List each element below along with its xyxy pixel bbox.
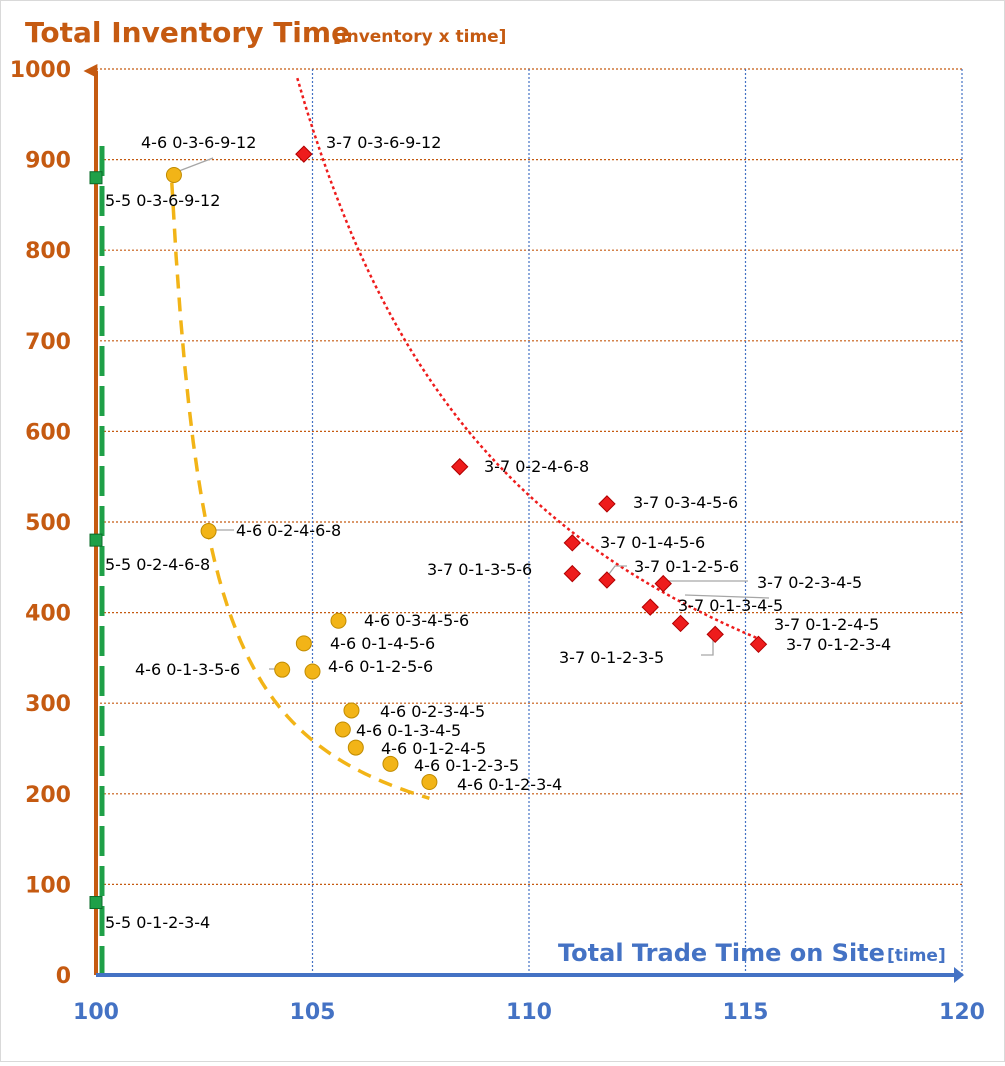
y-tick-label: 600: [25, 420, 71, 445]
y-tick-label: 0: [56, 964, 71, 989]
point-label: 5-5 0-2-4-6-8: [105, 555, 210, 574]
point-4-6: [274, 661, 291, 678]
point-4-6: [421, 774, 438, 791]
leader-line: [701, 639, 714, 656]
trend-curves: [99, 77, 759, 975]
point-3-7: [563, 534, 582, 552]
y-tick-label: 200: [25, 783, 71, 808]
point-label: 3-7 0-1-3-4-5: [678, 596, 783, 615]
point-label: 3-7 0-1-3-5-6: [427, 560, 532, 579]
point-3-7: [706, 625, 724, 644]
x-tick-label: 115: [723, 1000, 769, 1025]
point-3-7: [295, 145, 313, 163]
point-3-7: [749, 635, 768, 654]
point-4-6: [295, 635, 312, 652]
x-tick-label: 120: [939, 1000, 985, 1025]
point-5-5: [89, 896, 103, 910]
label-leader-lines: [178, 157, 770, 670]
y-tick-label: 900: [25, 149, 71, 174]
point-label: 3-7 0-2-4-6-8: [484, 457, 589, 476]
point-4-6: [347, 739, 364, 756]
point-label: 3-7 0-1-4-5-6: [600, 533, 705, 552]
trend-curve-3-7: [296, 77, 759, 640]
point-label: 3-7 0-1-2-3-4: [786, 635, 891, 654]
point-3-7: [641, 598, 659, 616]
axes: [83, 64, 964, 983]
point-4-6: [343, 702, 360, 719]
point-5-5: [89, 533, 103, 547]
y-tick-label: 100: [25, 873, 71, 898]
point-label: 3-7 0-1-2-3-5: [559, 648, 664, 667]
point-4-6: [330, 612, 347, 629]
point-3-7: [598, 571, 616, 589]
y-tick-label: 300: [25, 692, 71, 717]
point-label: 4-6 0-3-4-5-6: [364, 611, 469, 630]
point-label: 4-6 0-1-2-5-6: [328, 657, 433, 676]
chart-title: Total Inventory Time: [25, 16, 350, 49]
x-axis-arrow: [954, 967, 964, 983]
point-label: 3-7 0-1-2-4-5: [774, 615, 879, 634]
x-tick-label: 110: [506, 1000, 552, 1025]
y-tick-label: 700: [25, 330, 71, 355]
point-label: 5-5 0-1-2-3-4: [105, 913, 210, 932]
y-tick-label: 800: [25, 239, 71, 264]
point-4-6: [334, 721, 351, 738]
y-tick-label: 400: [25, 602, 71, 627]
point-4-6: [304, 663, 321, 680]
point-label: 5-5 0-3-6-9-12: [105, 191, 220, 210]
point-3-7: [598, 495, 616, 513]
y-tick-label: 1000: [10, 58, 71, 83]
point-4-6: [200, 523, 217, 540]
leader-line: [684, 594, 770, 599]
point-4-6: [165, 167, 182, 184]
point-label: 4-6 0-1-2-3-4: [457, 775, 562, 794]
x-axis-unit: [time]: [887, 946, 946, 966]
point-3-7: [654, 574, 672, 593]
trend-curve-4-6: [170, 182, 430, 800]
point-label: 4-6 0-1-2-3-5: [414, 756, 519, 775]
point-label: 3-7 0-3-6-9-12: [326, 133, 441, 152]
leader-line: [608, 565, 627, 575]
point-label: 4-6 0-1-2-4-5: [381, 739, 486, 758]
x-tick-label: 100: [73, 1000, 119, 1025]
point-label: 4-6 0-2-3-4-5: [380, 702, 485, 721]
data-points: [89, 145, 768, 910]
point-label: 4-6 0-1-3-5-6: [135, 660, 240, 679]
grid: [96, 68, 963, 975]
point-label: 4-6 0-2-4-6-8: [236, 521, 341, 540]
point-label: 4-6 0-3-6-9-12: [141, 133, 256, 152]
point-label: 4-6 0-1-4-5-6: [330, 634, 435, 653]
x-axis-title: Total Trade Time on Site: [558, 939, 885, 967]
y-tick-label: 500: [25, 511, 71, 536]
point-label: 4-6 0-1-3-4-5: [356, 721, 461, 740]
point-5-5: [89, 171, 103, 185]
x-tick-label: 105: [290, 1000, 336, 1025]
chart-title-unit: [inventory x time]: [333, 27, 506, 47]
point-label: 3-7 0-3-4-5-6: [633, 493, 738, 512]
point-label: 3-7 0-1-2-5-6: [634, 557, 739, 576]
point-3-7: [451, 458, 469, 476]
point-3-7: [671, 614, 690, 633]
point-label: 3-7 0-2-3-4-5: [757, 573, 862, 592]
leader-line: [178, 157, 214, 172]
data-labels: 5-5 0-3-6-9-12 5-5 0-2-4-6-8 5-5 0-1-2-3-4…: [105, 133, 891, 932]
point-3-7: [563, 564, 582, 583]
point-4-6: [382, 755, 399, 772]
